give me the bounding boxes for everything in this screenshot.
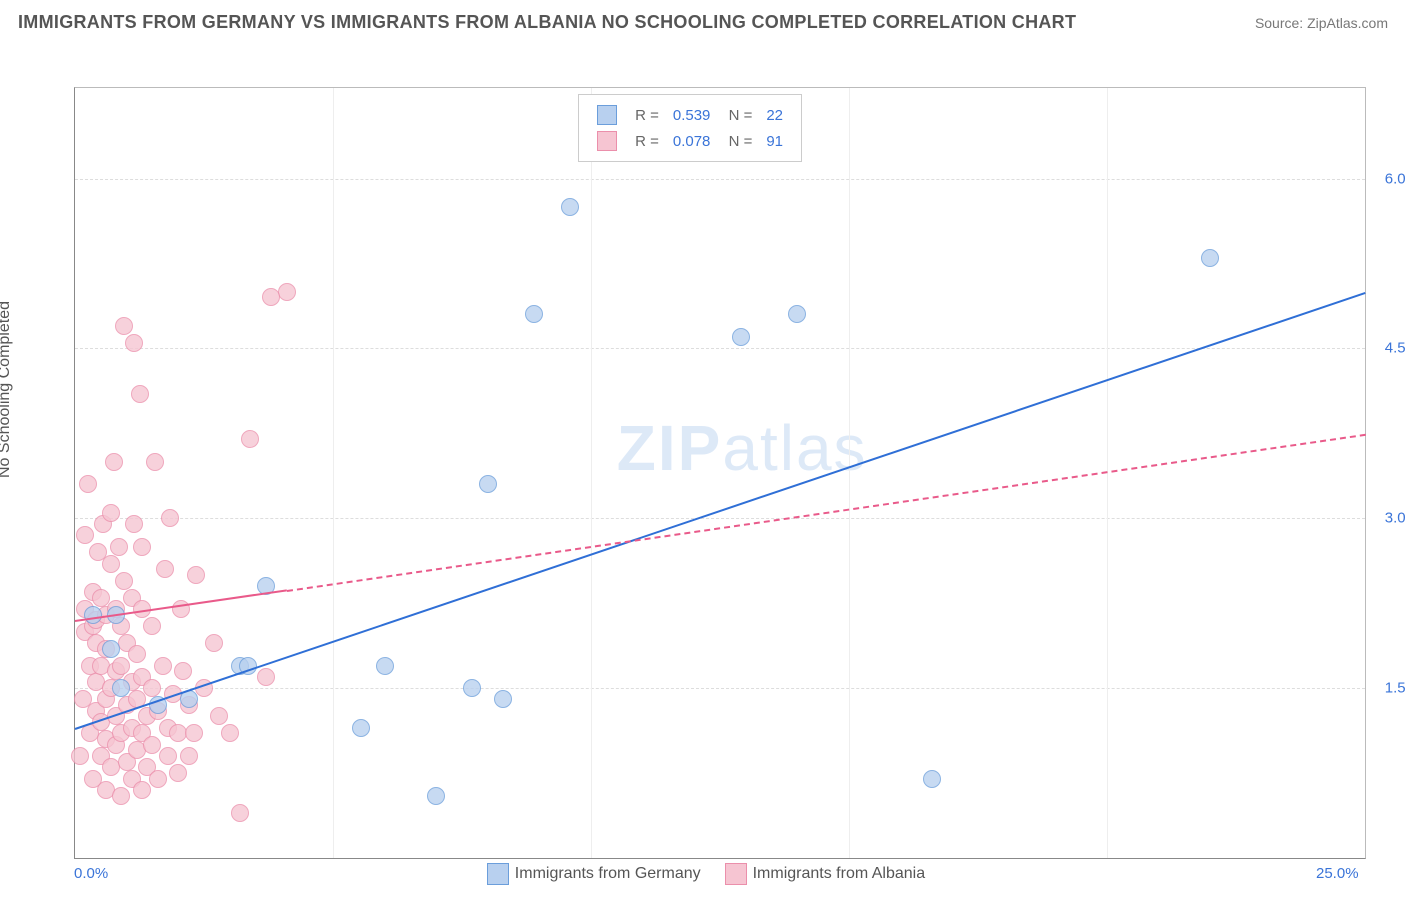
scatter-point bbox=[427, 787, 445, 805]
legend-swatch bbox=[487, 863, 509, 885]
scatter-point bbox=[125, 334, 143, 352]
gridline-horizontal bbox=[75, 348, 1365, 349]
legend-label: Immigrants from Germany bbox=[515, 865, 701, 882]
scatter-point bbox=[732, 328, 750, 346]
scatter-point bbox=[479, 475, 497, 493]
scatter-point bbox=[133, 538, 151, 556]
scatter-point bbox=[161, 509, 179, 527]
legend-table: R =0.539 N =22R =0.078 N =91 bbox=[589, 101, 791, 155]
scatter-point bbox=[156, 560, 174, 578]
scatter-point bbox=[112, 657, 130, 675]
x-min-label: 0.0% bbox=[74, 865, 108, 882]
scatter-point bbox=[79, 475, 97, 493]
scatter-point bbox=[525, 305, 543, 323]
scatter-point bbox=[376, 657, 394, 675]
scatter-point bbox=[133, 781, 151, 799]
scatter-point bbox=[154, 657, 172, 675]
trendline bbox=[75, 292, 1366, 730]
scatter-point bbox=[149, 770, 167, 788]
chart-title: IMMIGRANTS FROM GERMANY VS IMMIGRANTS FR… bbox=[18, 12, 1076, 33]
scatter-point bbox=[146, 453, 164, 471]
scatter-point bbox=[494, 690, 512, 708]
scatter-point bbox=[105, 453, 123, 471]
watermark-bold: ZIP bbox=[617, 412, 723, 484]
scatter-point bbox=[185, 724, 203, 742]
x-max-label: 25.0% bbox=[1316, 865, 1359, 882]
scatter-point bbox=[159, 747, 177, 765]
scatter-point bbox=[561, 198, 579, 216]
scatter-point bbox=[110, 538, 128, 556]
legend-item: Immigrants from Albania bbox=[725, 863, 926, 885]
scatter-point bbox=[278, 283, 296, 301]
plot-area: ZIPatlas 1.5%3.0%4.5%6.0%R =0.539 N =22R… bbox=[74, 87, 1366, 859]
scatter-point bbox=[210, 707, 228, 725]
scatter-point bbox=[131, 385, 149, 403]
gridline-horizontal bbox=[75, 518, 1365, 519]
scatter-point bbox=[84, 606, 102, 624]
scatter-point bbox=[92, 589, 110, 607]
scatter-point bbox=[257, 668, 275, 686]
legend-label: Immigrants from Albania bbox=[753, 865, 926, 882]
legend-item: Immigrants from Germany bbox=[487, 863, 701, 885]
scatter-point bbox=[71, 747, 89, 765]
scatter-point bbox=[174, 662, 192, 680]
scatter-point bbox=[102, 640, 120, 658]
scatter-point bbox=[143, 617, 161, 635]
gridline-horizontal bbox=[75, 179, 1365, 180]
scatter-point bbox=[112, 787, 130, 805]
scatter-point bbox=[172, 600, 190, 618]
scatter-point bbox=[76, 526, 94, 544]
scatter-point bbox=[143, 679, 161, 697]
scatter-point bbox=[923, 770, 941, 788]
scatter-point bbox=[231, 804, 249, 822]
source-attribution: Source: ZipAtlas.com bbox=[1255, 15, 1388, 31]
scatter-point bbox=[169, 764, 187, 782]
scatter-point bbox=[115, 317, 133, 335]
scatter-point bbox=[221, 724, 239, 742]
y-tick-label: 3.0% bbox=[1371, 510, 1406, 527]
chart-container: No Schooling Completed ZIPatlas 1.5%3.0%… bbox=[18, 41, 1388, 897]
y-tick-label: 4.5% bbox=[1371, 340, 1406, 357]
y-tick-label: 6.0% bbox=[1371, 170, 1406, 187]
scatter-point bbox=[128, 645, 146, 663]
y-axis-label: No Schooling Completed bbox=[0, 301, 14, 478]
scatter-point bbox=[112, 679, 130, 697]
scatter-point bbox=[1201, 249, 1219, 267]
y-tick-label: 1.5% bbox=[1371, 680, 1406, 697]
scatter-point bbox=[262, 288, 280, 306]
gridline-vertical bbox=[849, 88, 850, 858]
scatter-point bbox=[115, 572, 133, 590]
scatter-point bbox=[352, 719, 370, 737]
scatter-point bbox=[788, 305, 806, 323]
legend-swatch bbox=[725, 863, 747, 885]
scatter-point bbox=[125, 515, 143, 533]
scatter-point bbox=[205, 634, 223, 652]
scatter-point bbox=[102, 504, 120, 522]
gridline-horizontal bbox=[75, 688, 1365, 689]
trendline bbox=[286, 433, 1365, 591]
scatter-point bbox=[102, 555, 120, 573]
scatter-point bbox=[463, 679, 481, 697]
correlation-legend: R =0.539 N =22R =0.078 N =91 bbox=[578, 94, 802, 162]
gridline-vertical bbox=[591, 88, 592, 858]
gridline-vertical bbox=[333, 88, 334, 858]
scatter-point bbox=[187, 566, 205, 584]
scatter-point bbox=[143, 736, 161, 754]
series-legend: Immigrants from Germany Immigrants from A… bbox=[487, 863, 925, 885]
scatter-point bbox=[241, 430, 259, 448]
scatter-point bbox=[180, 747, 198, 765]
watermark-light: atlas bbox=[722, 412, 867, 484]
